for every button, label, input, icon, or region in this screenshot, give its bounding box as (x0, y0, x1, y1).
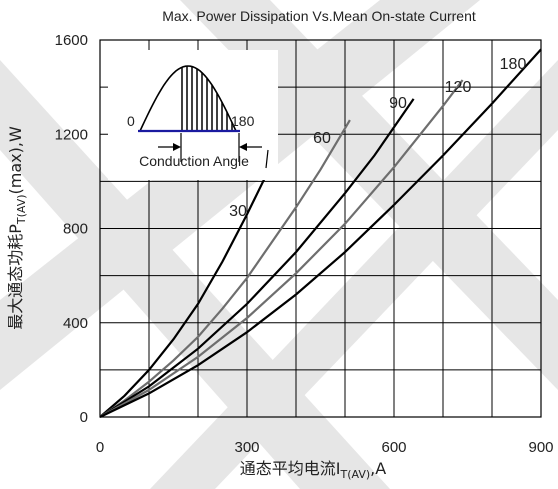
y-axis-label: 最大通态功耗PT(AV)(max),W (6, 126, 28, 330)
curve-labels: 30 60 90 120 180 (229, 56, 526, 220)
inset-tick-mark (265, 149, 269, 169)
curve-label-90: 90 (389, 95, 407, 112)
curve-60 (99, 119, 351, 418)
y-tick-label: 1200 (55, 126, 88, 143)
x-axis-label-main: 通态平均电流I (240, 459, 341, 478)
y-tick-label: 0 (80, 409, 88, 426)
inset-sine-hump (139, 65, 237, 132)
curve-label-60: 60 (313, 130, 331, 147)
y-axis-label-unit: (max),W (6, 126, 25, 194)
x-tick-label: 300 (234, 439, 259, 456)
y-tick-label: 800 (63, 221, 88, 238)
inset-end-label: 180 (231, 113, 255, 129)
x-tick-label: 0 (96, 439, 104, 456)
curves (99, 48, 542, 418)
x-axis-label-unit: ,A (370, 459, 386, 478)
x-tick-labels: 0 300 600 900 (96, 439, 554, 456)
chart-title: Max. Power Dissipation Vs.Mean On-state … (162, 8, 476, 24)
y-axis-label-main: 最大通态功耗P (6, 224, 25, 330)
curve-label-120: 120 (445, 79, 472, 96)
curve-90 (99, 98, 415, 418)
inset-arrow-left-head (173, 143, 181, 151)
y-tick-label: 400 (63, 315, 88, 332)
y-tick-label: 1600 (55, 32, 88, 49)
curve-label-180: 180 (500, 56, 527, 73)
plot-area: 30 60 90 120 180 (99, 39, 542, 418)
curve-label-30: 30 (229, 203, 247, 220)
curve-30 (99, 173, 268, 418)
y-axis-label-sub: T(AV) (15, 194, 28, 225)
watermark-stripe (0, 60, 390, 489)
x-axis-label-sub: T(AV) (340, 468, 371, 481)
x-tick-label: 600 (381, 439, 406, 456)
y-tick-labels: 0 400 800 1200 1600 (55, 32, 88, 426)
inset-caption: Conduction Angle (139, 153, 249, 169)
inset-start-label: 0 (127, 113, 135, 129)
curve-120 (99, 79, 464, 418)
x-tick-label: 900 (528, 439, 553, 456)
x-axis-label: 通态平均电流IT(AV),A (240, 459, 386, 481)
inset-background (108, 50, 278, 180)
inset-hatching (181, 66, 233, 131)
curve-180 (99, 48, 542, 418)
conduction-angle-inset: 0 180 Conduction Angle (108, 50, 278, 180)
inset-arrow-right-head (239, 143, 247, 151)
